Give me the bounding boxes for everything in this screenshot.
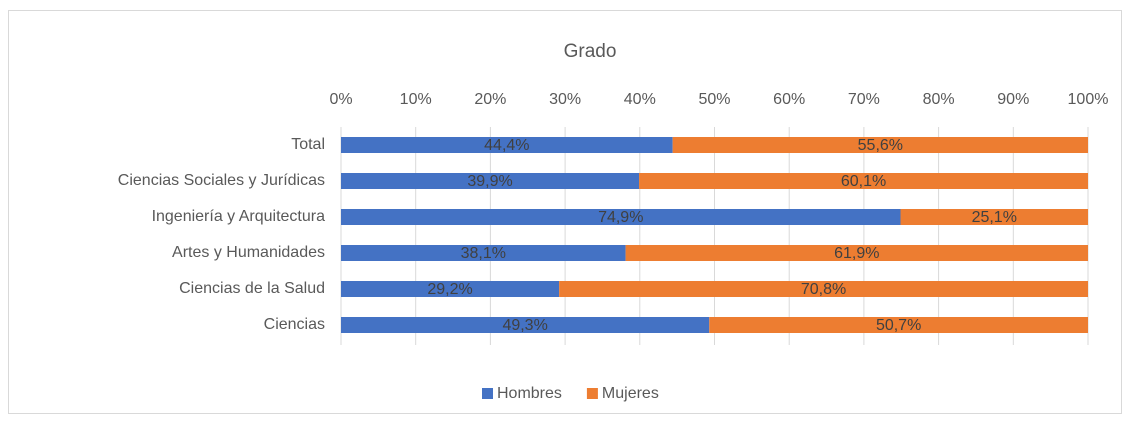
bar-segment [341,209,901,225]
x-tick-label: 70% [848,91,880,108]
bar-segment [559,281,1088,297]
x-tick-label: 50% [698,91,730,108]
y-tick-label: Ciencias [264,316,325,333]
chart-title: Grado [564,41,617,62]
value-label: 49,3% [502,317,547,334]
value-label: 50,7% [876,317,921,334]
x-tick-label: 40% [624,91,656,108]
bar-segment [900,209,1088,225]
legend-label: Hombres [497,385,562,402]
legend-label: Mujeres [602,385,659,402]
y-tick-label: Ciencias Sociales y Jurídicas [118,172,325,189]
value-label: 74,9% [598,209,643,226]
value-label: 60,1% [841,173,886,190]
legend-swatch [482,388,493,399]
bar-segment [341,173,640,189]
x-tick-label: 60% [773,91,805,108]
value-label: 61,9% [834,245,879,262]
value-label: 39,9% [467,173,512,190]
bar-segment [341,317,710,333]
bar-segment [639,173,1088,189]
bar-segment [672,137,1088,153]
value-label: 29,2% [427,281,472,298]
value-label: 25,1% [972,209,1017,226]
y-tick-label: Ciencias de la Salud [179,280,325,297]
value-label: 38,1% [461,245,506,262]
y-tick-label: Artes y Humanidades [172,244,325,261]
value-label: 44,4% [484,137,529,154]
x-tick-label: 0% [329,91,352,108]
x-tick-label: 20% [474,91,506,108]
legend-swatch [586,388,598,399]
value-label: 55,6% [858,137,903,154]
bar-segment [709,317,1088,333]
y-tick-label: Total [291,136,325,153]
bar-segment [341,137,673,153]
bar-segment [341,245,626,261]
bar-segment [625,245,1088,261]
x-tick-label: 80% [923,91,955,108]
bar-segment [341,281,560,297]
x-tick-label: 30% [549,91,581,108]
x-tick-label: 90% [997,91,1029,108]
value-label: 70,8% [801,281,846,298]
x-tick-label: 100% [1068,91,1109,108]
x-tick-label: 10% [400,91,432,108]
y-tick-label: Ingeniería y Arquitectura [152,208,326,225]
